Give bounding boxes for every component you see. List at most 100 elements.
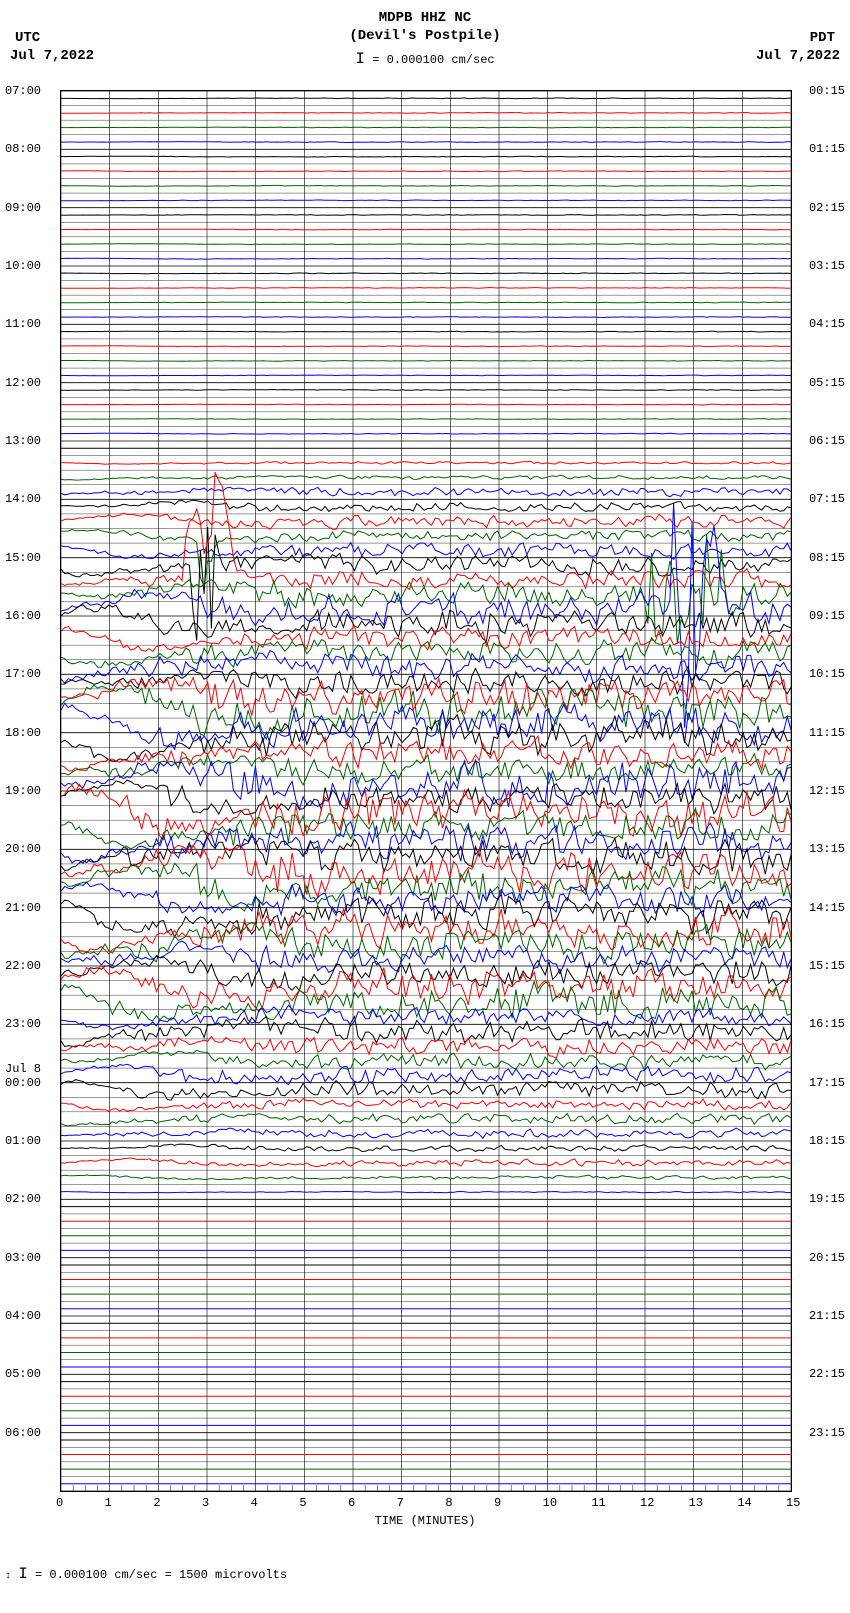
right-hour-label: 06:15 bbox=[809, 434, 845, 448]
left-hour-label: 18:00 bbox=[5, 726, 41, 740]
seismic-trace bbox=[61, 1191, 791, 1192]
seismic-trace bbox=[61, 1144, 791, 1151]
left-date: Jul 7,2022 bbox=[10, 48, 94, 64]
footer-scale: ↕ I = 0.000100 cm/sec = 1500 microvolts bbox=[5, 1565, 287, 1583]
right-hour-label: 10:15 bbox=[809, 667, 845, 681]
seismic-trace bbox=[61, 461, 791, 464]
seismic-trace bbox=[61, 685, 791, 739]
seismogram-container: MDPB HHZ NC (Devil's Postpile) I = 0.000… bbox=[0, 0, 850, 1613]
seismic-trace bbox=[61, 346, 791, 347]
right-hour-label: 03:15 bbox=[809, 259, 845, 273]
left-timezone: UTC bbox=[15, 30, 40, 46]
seismic-trace bbox=[61, 780, 791, 814]
x-tick-label: 4 bbox=[251, 1496, 258, 1510]
left-hour-label: 05:00 bbox=[5, 1367, 41, 1381]
right-hour-label: 09:15 bbox=[809, 609, 845, 623]
seismic-trace bbox=[61, 1158, 791, 1167]
seismic-trace bbox=[61, 317, 791, 318]
x-tick-label: 3 bbox=[202, 1496, 209, 1510]
x-tick-label: 0 bbox=[56, 1496, 63, 1510]
left-hour-label: 19:00 bbox=[5, 784, 41, 798]
seismic-trace bbox=[61, 127, 791, 128]
seismic-trace bbox=[61, 331, 791, 332]
right-hour-label: 04:15 bbox=[809, 317, 845, 331]
seismic-trace bbox=[61, 215, 791, 216]
seismic-trace bbox=[61, 882, 791, 916]
seismic-trace bbox=[61, 419, 791, 420]
seismic-trace bbox=[61, 513, 791, 529]
right-hour-label: 08:15 bbox=[809, 551, 845, 565]
right-hour-label: 11:15 bbox=[809, 726, 845, 740]
right-hour-label: 22:15 bbox=[809, 1367, 845, 1381]
seismic-trace bbox=[61, 923, 791, 964]
left-hour-label: 03:00 bbox=[5, 1251, 41, 1265]
right-hour-label: 13:15 bbox=[809, 842, 845, 856]
left-hour-label: 04:00 bbox=[5, 1309, 41, 1323]
plot-area bbox=[60, 90, 792, 1492]
right-timezone: PDT bbox=[810, 30, 835, 46]
left-hour-label: 00:00 bbox=[5, 1076, 41, 1090]
left-hour-label: 11:00 bbox=[5, 317, 41, 331]
seismic-trace bbox=[61, 258, 791, 259]
right-hour-label: 23:15 bbox=[809, 1426, 845, 1440]
x-tick-label: 1 bbox=[105, 1496, 112, 1510]
right-hour-label: 15:15 bbox=[809, 959, 845, 973]
left-hour-label: 20:00 bbox=[5, 842, 41, 856]
seismic-trace bbox=[61, 185, 791, 186]
left-hour-label: 07:00 bbox=[5, 84, 41, 98]
right-hour-label: 17:15 bbox=[809, 1076, 845, 1090]
right-hour-label: 16:15 bbox=[809, 1017, 845, 1031]
seismic-trace bbox=[61, 1175, 791, 1180]
x-tick-label: 15 bbox=[786, 1496, 800, 1510]
left-hour-label: 21:00 bbox=[5, 901, 41, 915]
right-hour-label: 01:15 bbox=[809, 142, 845, 156]
seismogram-svg bbox=[61, 91, 791, 1491]
x-tick-label: 12 bbox=[640, 1496, 654, 1510]
x-tick-label: 8 bbox=[445, 1496, 452, 1510]
seismic-trace bbox=[61, 666, 791, 698]
x-tick-label: 13 bbox=[689, 1496, 703, 1510]
station-title: MDPB HHZ NC bbox=[0, 10, 850, 26]
seismic-trace bbox=[61, 534, 791, 644]
seismic-trace bbox=[61, 1050, 791, 1070]
left-hour-label: 10:00 bbox=[5, 259, 41, 273]
seismic-trace bbox=[61, 142, 791, 143]
left-midlabel: Jul 8 bbox=[5, 1062, 41, 1076]
left-hour-label: 09:00 bbox=[5, 201, 41, 215]
seismic-trace bbox=[61, 1016, 791, 1047]
seismic-trace bbox=[61, 273, 791, 274]
x-tick-label: 7 bbox=[397, 1496, 404, 1510]
seismic-trace bbox=[61, 244, 791, 245]
left-hour-label: 02:00 bbox=[5, 1192, 41, 1206]
x-tick-label: 6 bbox=[348, 1496, 355, 1510]
left-hour-label: 16:00 bbox=[5, 609, 41, 623]
scale-text: = 0.000100 cm/sec bbox=[372, 53, 494, 67]
station-subtitle: (Devil's Postpile) bbox=[0, 28, 850, 44]
seismic-trace bbox=[61, 288, 791, 289]
seismic-trace bbox=[61, 1128, 791, 1138]
left-hour-label: 01:00 bbox=[5, 1134, 41, 1148]
seismic-trace bbox=[61, 530, 791, 587]
left-hour-label: 12:00 bbox=[5, 376, 41, 390]
seismic-trace bbox=[61, 360, 791, 361]
seismic-trace bbox=[61, 390, 791, 391]
seismic-trace bbox=[61, 229, 791, 230]
seismic-trace bbox=[61, 302, 791, 303]
seismic-trace bbox=[61, 404, 791, 405]
right-time-labels: 00:1501:1502:1503:1504:1505:1506:1507:15… bbox=[795, 90, 845, 1490]
seismic-trace bbox=[61, 98, 791, 99]
seismic-trace bbox=[61, 475, 791, 480]
seismic-trace bbox=[61, 893, 791, 937]
x-axis-title: TIME (MINUTES) bbox=[0, 1514, 850, 1528]
left-time-labels: 07:0008:0009:0010:0011:0012:0013:0014:00… bbox=[5, 90, 55, 1490]
left-hour-label: 22:00 bbox=[5, 959, 41, 973]
right-hour-label: 21:15 bbox=[809, 1309, 845, 1323]
seismic-trace bbox=[61, 156, 791, 157]
seismic-trace bbox=[61, 543, 791, 560]
seismic-trace bbox=[61, 113, 791, 114]
right-date: Jul 7,2022 bbox=[756, 48, 840, 64]
seismic-trace bbox=[61, 605, 791, 641]
left-hour-label: 15:00 bbox=[5, 551, 41, 565]
left-hour-label: 23:00 bbox=[5, 1017, 41, 1031]
x-tick-label: 10 bbox=[543, 1496, 557, 1510]
